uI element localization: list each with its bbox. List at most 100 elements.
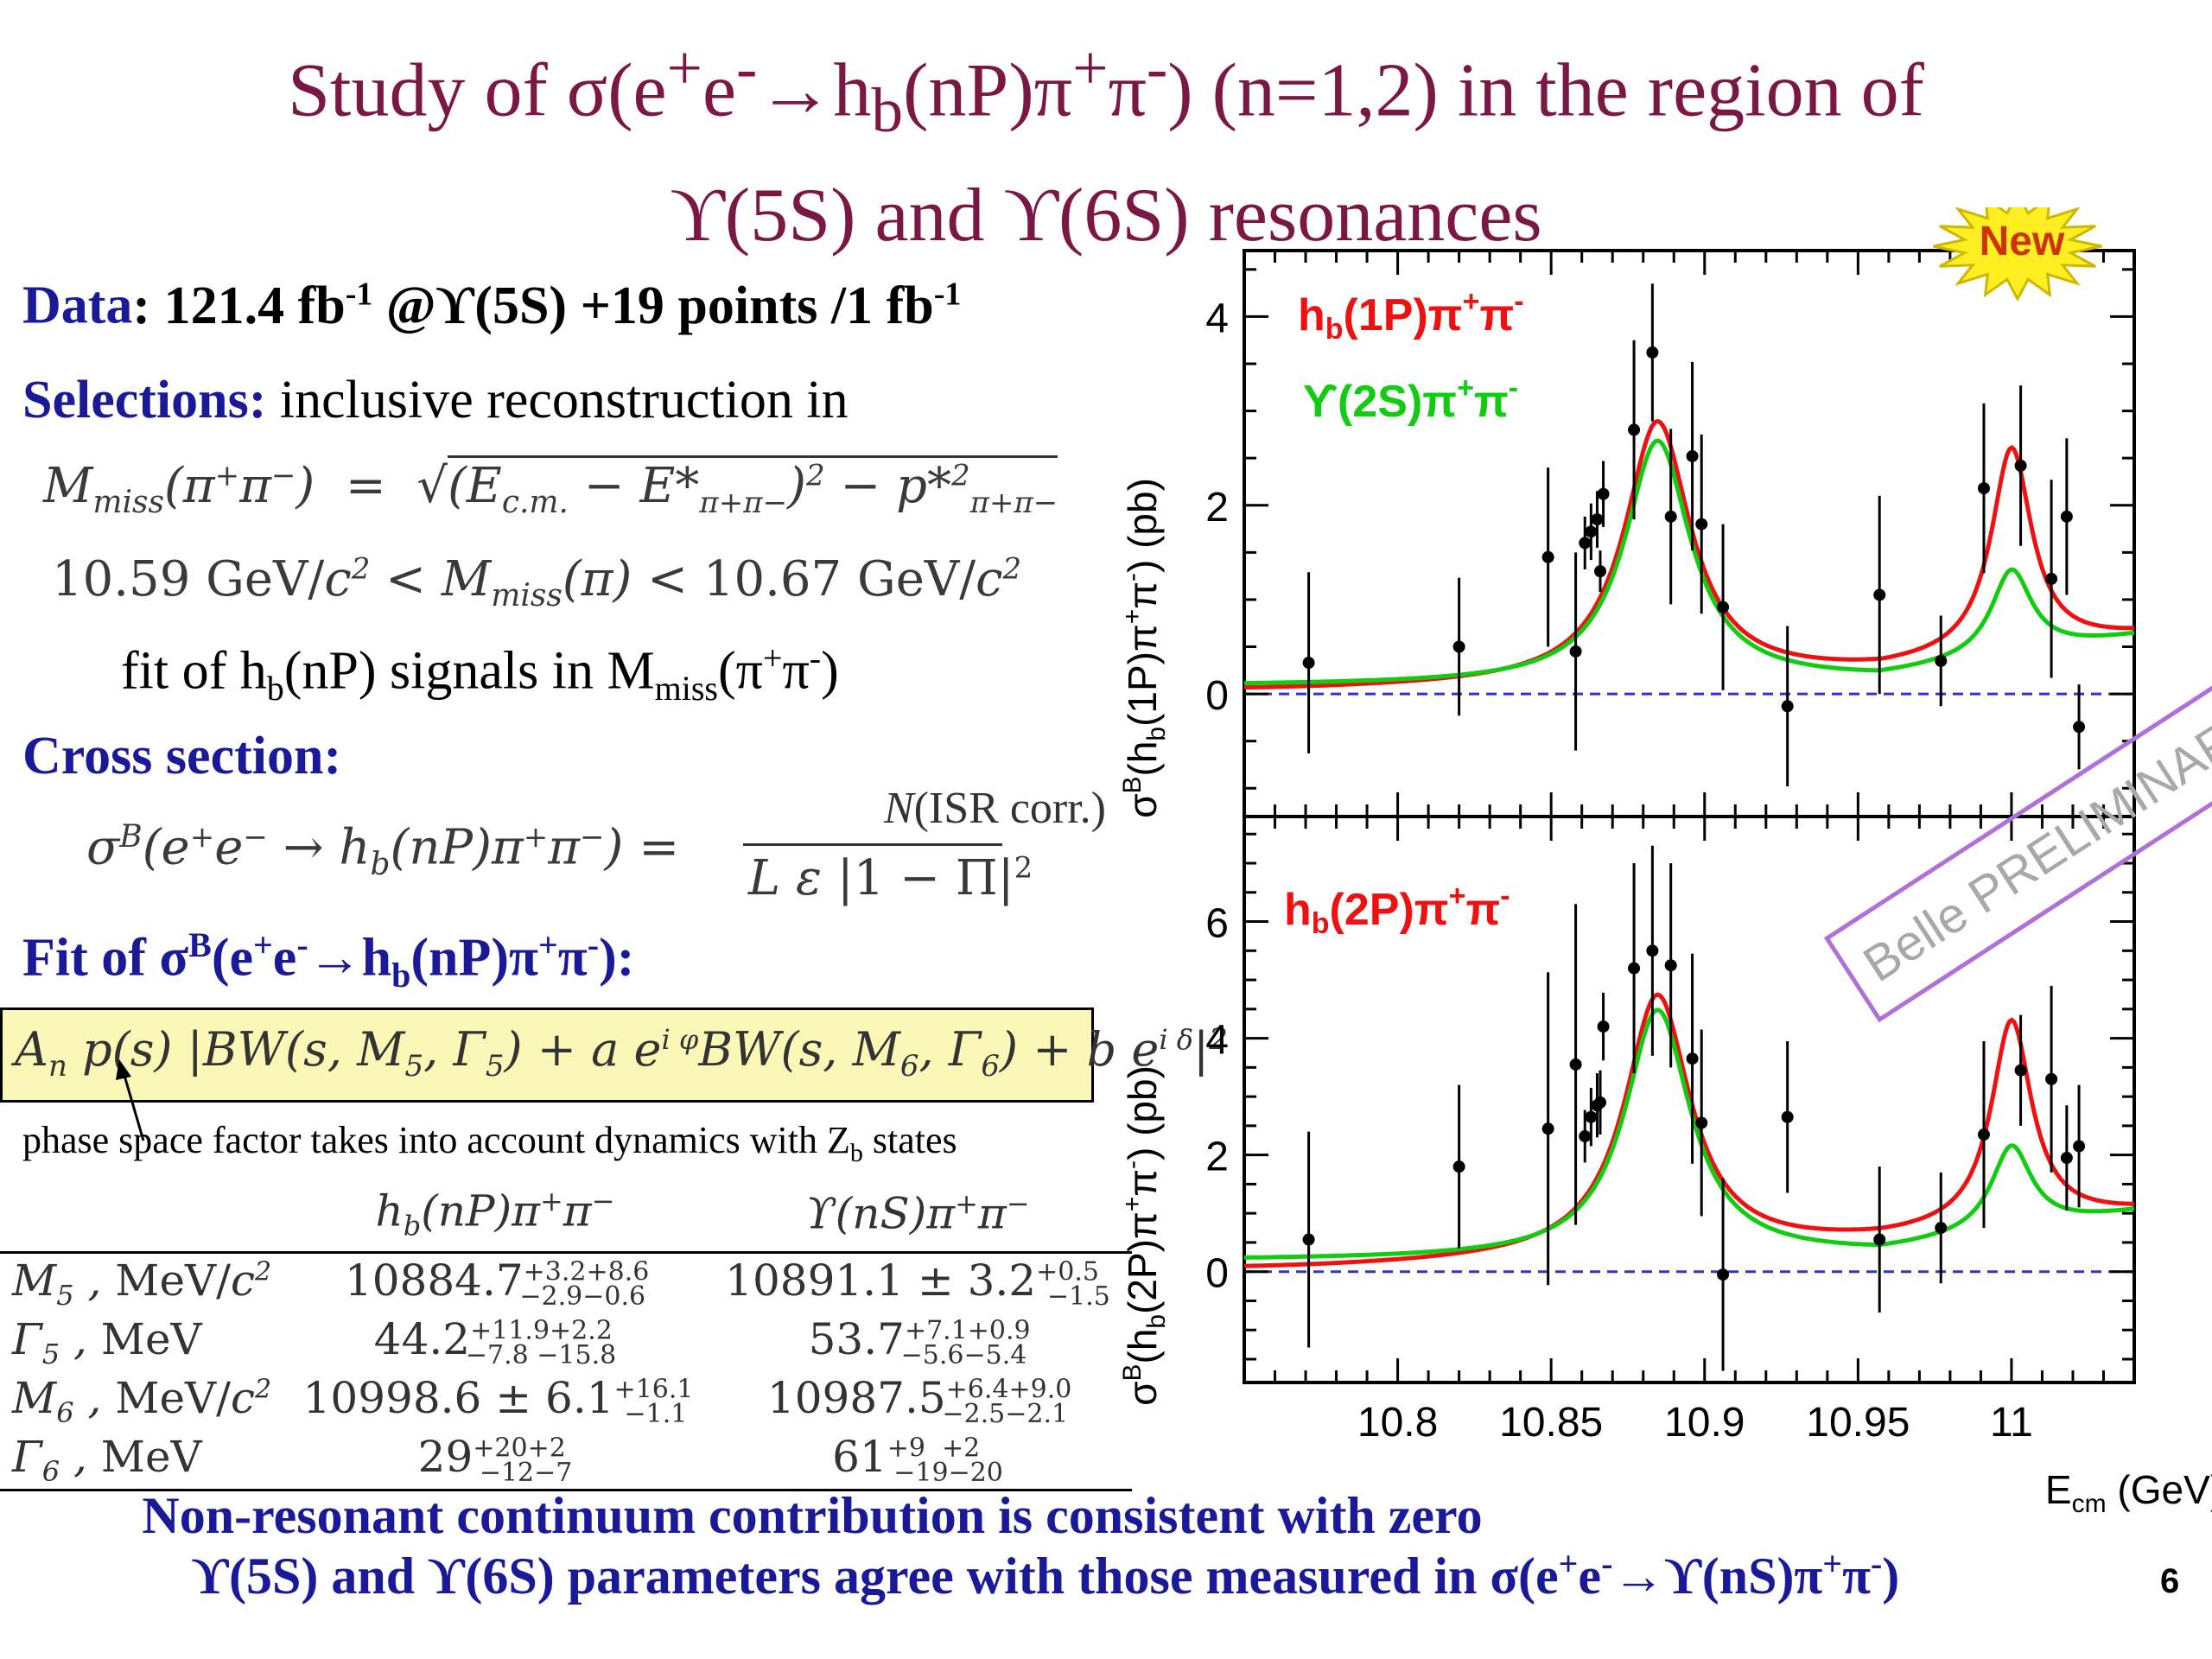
mmiss-formula: Mmiss(π+π−) = √(Ec.m. − E*π+π−)2 − p*2π+… [43,455,1058,520]
data-point [1935,1222,1948,1235]
data-point [1579,537,1592,550]
data-point [1452,1160,1465,1173]
watermark-text: Belle PRELIMINARY [1853,693,2212,993]
data-point [1594,565,1606,578]
x-tick-label: 10.8 [1357,1400,1438,1446]
cross-section-denominator: L ε |1 − Π|2 [748,850,1033,906]
data-point [1302,1233,1315,1246]
fit-formula: An p(s) |BW(s, M5, Γ5) + a ei φBW(s, M6,… [15,1022,1228,1084]
fit-curve-red-top [1244,418,2134,690]
data-point [2060,510,2073,523]
cell-m5-hb: 10884.7+3.2+8.6−2.9−0.6 [344,1255,650,1312]
data-point [1569,645,1582,658]
cross-section-lhs: σB(e+e− → hb(nP)π+π−) = [86,819,680,882]
phase-space-note: phase space factor takes into account dy… [22,1119,957,1167]
table-row: M5 , MeV/c2 10884.7+3.2+8.6−2.9−0.6 1089… [0,1253,1132,1313]
row-label-m5: M5 , MeV/c2 [12,1255,272,1312]
data-point [1717,1268,1730,1281]
data-point [1935,654,1948,667]
panel-hb1p: 0 2 4 [1205,249,2136,818]
data-point [2073,1140,2086,1153]
data-point [1597,487,1610,500]
fit-formula-box: An p(s) |BW(s, M5, Γ5) + a ei φBW(s, M6,… [0,1007,1228,1103]
parameters-table: hb(nP)π+π− ϒ(nS)π+π− M5 , MeV/c2 10884.7… [0,1175,1132,1491]
x-tick-label: 11 [1990,1400,2033,1446]
data-point [1664,959,1677,972]
cell-g6-hb: 29+20+2−12−7 [287,1430,703,1491]
preliminary-watermark: Belle PRELIMINARY [1823,662,2212,1023]
data-point [1977,482,1990,495]
table-header-upsilon: ϒ(nS)π+π− [703,1175,1132,1254]
panel-hb2p: 0 2 4 6 10.8 10.85 10.9 10.95 11 [1205,815,2136,1446]
data-point [1597,1020,1610,1033]
new-badge: New [1933,207,2102,302]
data-point [1717,601,1730,613]
plot-frame-bottom [1243,815,2136,1384]
data-point [2060,1152,2073,1165]
cell-m6-ups: 10987.5+6.4+9.0−2.5−2.1 [766,1372,1072,1429]
legend-hb1p: hb(1P)π+π- [1298,285,1524,346]
data-point [2045,572,2058,585]
data-point [1686,449,1699,462]
y-tick-label-bottom: 6 [1205,901,1229,947]
starburst-shape [1933,207,2102,302]
x-tick-label: 10.85 [1499,1400,1603,1446]
cell-g5-ups: 53.7+7.1+0.9−5.6−5.4 [808,1313,1031,1370]
data-point [1569,1058,1582,1071]
table-row: Γ6 , MeV 29+20+2−12−7 61+9 +2−19−20 [0,1430,1132,1491]
data-point [2073,721,2086,734]
y-tick-label-bottom: 2 [1205,1135,1229,1180]
x-axis-label: Ecm (GeV) [2045,1467,2212,1518]
fit-curve-green-bottom [1244,1007,2134,1260]
data-point [1686,1052,1699,1065]
data-point [1695,1116,1708,1129]
data-point [1452,640,1465,653]
conclusion-line-1: Non-resonant continuum contribution is c… [142,1487,1483,1544]
data-point [2014,459,2027,472]
cell-m6-hb: 10998.6 ± 6.1+16.1−1.1 [302,1372,694,1429]
data-point [1695,518,1708,531]
badge-text: New [1980,219,2065,264]
table-row: M6 , MeV/c2 10998.6 ± 6.1+16.1−1.1 10987… [0,1371,1132,1430]
fraction-bar [743,843,1002,846]
page-number: 6 [2160,1562,2180,1600]
selections-line: Selections: inclusive reconstruction in [22,370,849,431]
y-tick-label-top: 2 [1205,485,1229,531]
x-tick-label: 10.95 [1806,1400,1910,1446]
data-point [2045,1072,2058,1085]
fit-curve-red-bottom [1244,992,2134,1268]
mmiss-window: 10.59 GeV/c2 < Mmiss(π) < 10.67 GeV/c2 [52,551,1022,614]
y-tick-label-top: 0 [1205,673,1229,719]
row-label-g5: Γ5 , MeV [12,1313,202,1370]
fit-signals-text: fit of hb(nP) signals in Mmiss(π+π-) [121,639,839,709]
table-row: Γ5 , MeV 44.2+11.9+2.2−7.8 −15.8 53.7+7.… [0,1313,1132,1371]
data-point [1873,588,1886,601]
legend-hb2p: hb(2P)π+π- [1284,880,1510,940]
data-point [1628,423,1641,436]
table-header-empty [0,1175,287,1254]
data-point [1646,346,1659,359]
data-point [1781,1110,1794,1123]
title-line-1: Study of σ(e+e-→hb(nP)π+π-) (n=1,2) in t… [288,33,1924,145]
cell-g5-hb: 44.2+11.9+2.2−7.8 −15.8 [373,1313,617,1370]
cross-section-numerator: N(ISR corr.) [883,784,1106,833]
y-tick-label-bottom: 4 [1205,1018,1229,1064]
data-point [1646,944,1659,957]
table-header-hb: hb(nP)π+π− [287,1175,703,1254]
y-tick-label-bottom: 0 [1205,1251,1229,1297]
legend-ups2s: ϒ(2S)π+π- [1303,372,1518,427]
title-line-2: ϒ(5S) and ϒ(6S) resonances [670,173,1542,257]
cell-m5-ups: 10891.1 ± 3.2+0.5−1.5 [725,1255,1110,1312]
conclusion-line-2: ϒ(5S) and ϒ(6S) parameters agree with th… [191,1544,1900,1605]
fit-curve-green-top [1244,438,2134,685]
row-label-m6: M6 , MeV/c2 [12,1372,272,1429]
data-point [1628,962,1641,975]
selections-text: inclusive reconstruction in [279,371,849,429]
data-point [1541,1122,1554,1135]
y-tick-label-top: 4 [1205,296,1229,341]
annotation-arrow [116,1059,145,1141]
x-tick-label: 10.9 [1664,1400,1745,1446]
y-axis-label-top: σB(hb(1P)π+π-) (pb) [1118,478,1171,818]
data-point [1977,1128,1990,1141]
